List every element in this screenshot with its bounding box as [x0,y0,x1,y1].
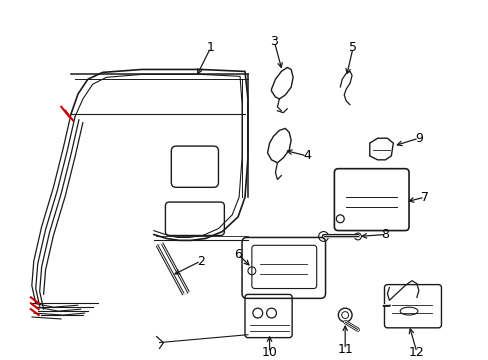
Text: 11: 11 [337,343,352,356]
Text: 8: 8 [381,228,388,241]
Text: 2: 2 [197,255,204,267]
Text: 9: 9 [414,132,422,145]
Text: 5: 5 [348,41,356,54]
Text: 6: 6 [234,248,242,261]
Text: 12: 12 [408,346,424,359]
Text: 3: 3 [270,35,278,49]
Text: 4: 4 [303,149,310,162]
Text: 7: 7 [420,191,428,204]
Text: 1: 1 [206,41,214,54]
Text: 10: 10 [261,346,277,359]
